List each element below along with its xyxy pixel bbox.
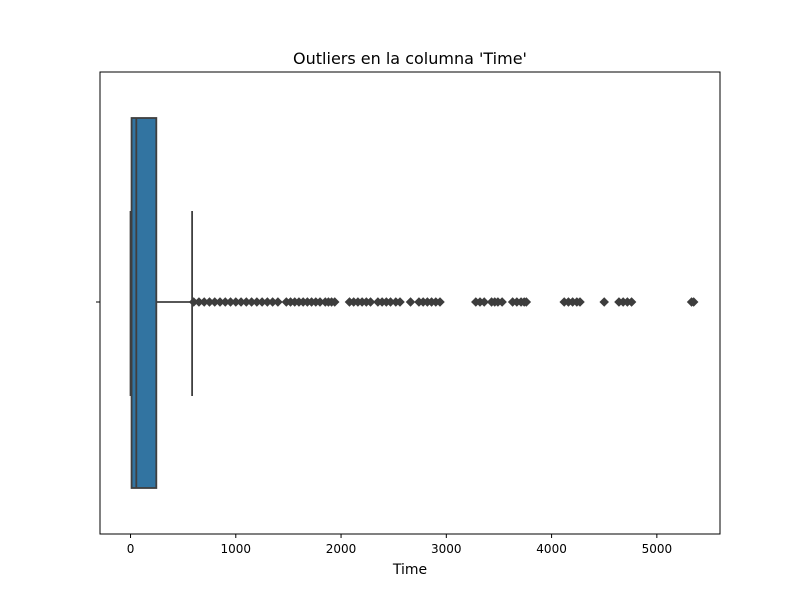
outlier-point — [405, 297, 416, 307]
x-tick-label: 4000 — [536, 542, 567, 556]
chart-title: Outliers en la columna 'Time' — [293, 49, 527, 68]
outlier-point — [479, 297, 489, 307]
outlier-point — [273, 297, 283, 307]
outlier-point — [365, 297, 376, 307]
x-axis: 0 1000 2000 3000 4000 5000 — [96, 71, 721, 556]
x-tick-label: 0 — [127, 542, 135, 556]
x-tick-label: 1000 — [221, 542, 252, 556]
plot-area — [129, 117, 699, 489]
x-axis-label: Time — [392, 562, 427, 578]
outlier-point — [688, 297, 699, 307]
iqr-box — [130, 117, 158, 489]
outlier-point — [329, 297, 340, 307]
outlier-point — [599, 297, 609, 307]
outlier-point — [435, 297, 445, 307]
outlier-point — [626, 297, 637, 307]
x-tick-label: 3000 — [431, 542, 462, 556]
outlier-point — [497, 297, 507, 307]
x-tick-label: 2000 — [326, 542, 357, 556]
outlier-point — [575, 297, 585, 307]
outlier-point — [395, 297, 405, 307]
x-tick-label: 5000 — [642, 542, 673, 556]
outlier-point — [521, 297, 532, 307]
plot-frame — [99, 71, 721, 535]
